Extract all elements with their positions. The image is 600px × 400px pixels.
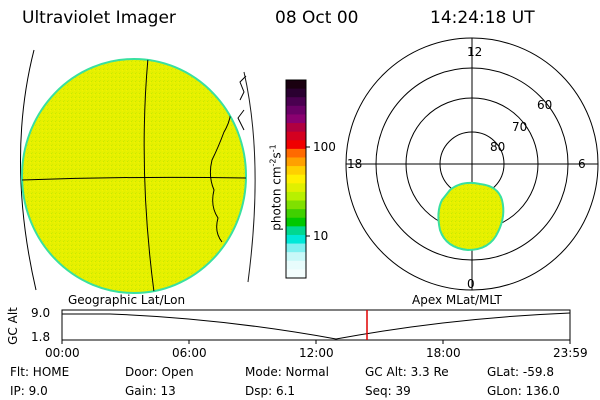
timeline-ytick-top: 9.0: [31, 306, 51, 320]
timeline-xtick-0000: 00:00: [45, 346, 80, 360]
date-label: 08 Oct 00: [275, 8, 359, 28]
status-seq: Seq: 39: [365, 384, 411, 398]
colorbar-tick-100: 100: [313, 140, 336, 154]
colorbar-tick-10: 10: [313, 229, 329, 243]
colorbar-segment: [286, 191, 306, 202]
timeline-xtick-0600: 06:00: [172, 346, 207, 360]
time-label: 14:24:18 UT: [430, 8, 535, 28]
status-door: Door: Open: [125, 365, 194, 379]
timeline-xtick-1200: 12:00: [299, 346, 334, 360]
colorbar-segment: [286, 114, 306, 124]
timeline-ytick-bottom: 1.8: [31, 330, 51, 344]
colorbar-segment: [286, 260, 306, 270]
colorbar-segment: [286, 123, 306, 133]
polar-plot: [345, 37, 599, 291]
colorbar-segment: [286, 217, 306, 227]
colorbar-segment: [286, 97, 306, 107]
mlt-label-12: 12: [467, 45, 483, 59]
status-dsp: Dsp: 6.1: [245, 384, 296, 398]
status-ip: IP: 9.0: [10, 384, 48, 398]
colorbar-segment: [286, 131, 306, 141]
colorbar-segment: [286, 183, 306, 193]
status-flt: Flt: HOME: [10, 365, 70, 379]
timeline-xtick-1800: 18:00: [426, 346, 461, 360]
mlat-label-80: 80: [490, 140, 506, 154]
colorbar: [286, 80, 306, 279]
colorbar-segment: [286, 148, 306, 158]
mlt-label-6: 6: [578, 157, 586, 171]
mlt-label-0: 0: [467, 277, 475, 291]
colorbar-segment: [286, 234, 306, 245]
colorbar-segment: [286, 105, 306, 115]
colorbar-segment: [286, 269, 306, 279]
geo-label: Geographic Lat/Lon: [68, 293, 186, 307]
colorbar-segment: [286, 200, 306, 210]
aurora-oval: [437, 181, 505, 252]
colorbar-segment: [286, 209, 306, 219]
colorbar-segment: [286, 157, 306, 167]
timeline-ylabel: GC Alt: [5, 307, 20, 345]
colorbar-segment: [286, 88, 306, 98]
status-mode: Mode: Normal: [245, 365, 329, 379]
mlt-label-18: 18: [347, 157, 363, 171]
colorbar-segment: [286, 226, 306, 236]
mlat-label-70: 70: [512, 120, 528, 134]
mlat-label-60: 60: [537, 98, 553, 112]
timeline-xtick-2359: 23:59: [553, 346, 588, 360]
geographic-disk: [20, 49, 256, 294]
status-gcalt: GC Alt: 3.3 Re: [365, 365, 449, 379]
status-glon: GLon: 136.0: [487, 384, 560, 398]
apex-label: Apex MLat/MLT: [412, 293, 502, 307]
colorbar-segment: [286, 252, 306, 262]
app-title: Ultraviolet Imager: [22, 8, 176, 28]
colorbar-segment: [286, 80, 306, 90]
colorbar-segment: [286, 174, 306, 184]
status-gain: Gain: 13: [125, 384, 176, 398]
timeline-plot: [61, 309, 571, 344]
colorbar-frame: [285, 79, 307, 279]
colorbar-segment: [286, 140, 306, 150]
colorbar-label: photon cm-2s-1: [268, 144, 284, 231]
colorbar-segment: [286, 166, 306, 176]
colorbar-segment: [286, 243, 306, 253]
status-glat: GLat: -59.8: [487, 365, 554, 379]
